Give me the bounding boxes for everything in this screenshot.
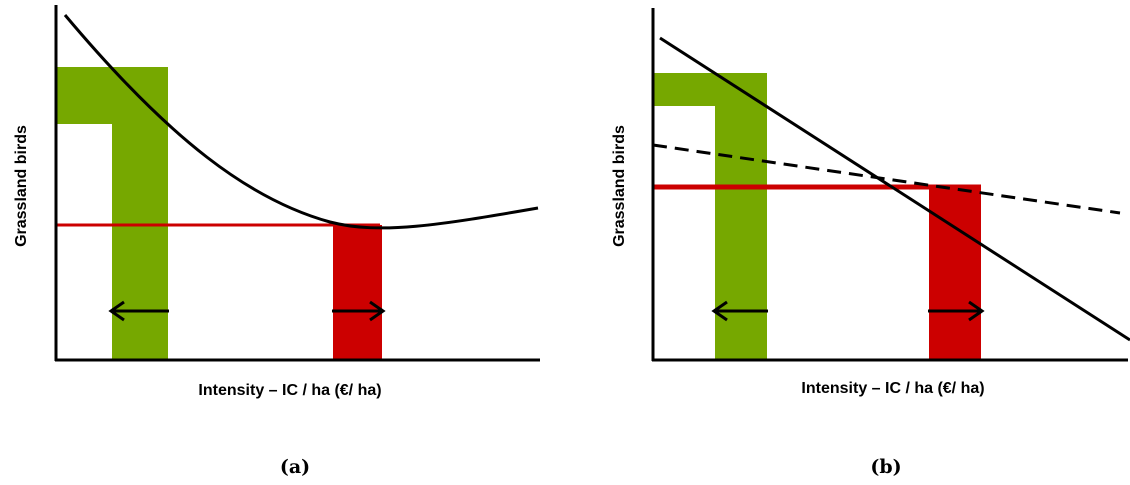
panel-b: Grassland birds Intensity – IC / ha (€/ … xyxy=(560,0,1130,485)
right-arrow xyxy=(332,300,386,322)
right-arrow xyxy=(928,300,985,322)
y-axis-label: Grassland birds xyxy=(611,125,628,247)
left-arrow xyxy=(108,300,169,322)
response-line xyxy=(659,36,1130,342)
y-axis-label: Grassland birds xyxy=(13,125,30,247)
red-bar xyxy=(929,187,981,360)
panel-b-diagram xyxy=(651,8,1130,362)
left-arrow xyxy=(711,300,768,322)
x-axis-label: Intensity – IC / ha (€/ ha) xyxy=(198,382,382,399)
dashed-line xyxy=(652,143,1121,215)
response-curve xyxy=(63,14,539,230)
panel-caption: (b) xyxy=(870,456,902,478)
panel-a: Grassland birds Intensity – IC / ha (€/ … xyxy=(0,0,560,485)
red-bar xyxy=(333,225,382,360)
panel-a-diagram xyxy=(54,5,540,362)
x-axis-label: Intensity – IC / ha (€/ ha) xyxy=(801,380,985,397)
panel-caption: (a) xyxy=(279,456,311,478)
